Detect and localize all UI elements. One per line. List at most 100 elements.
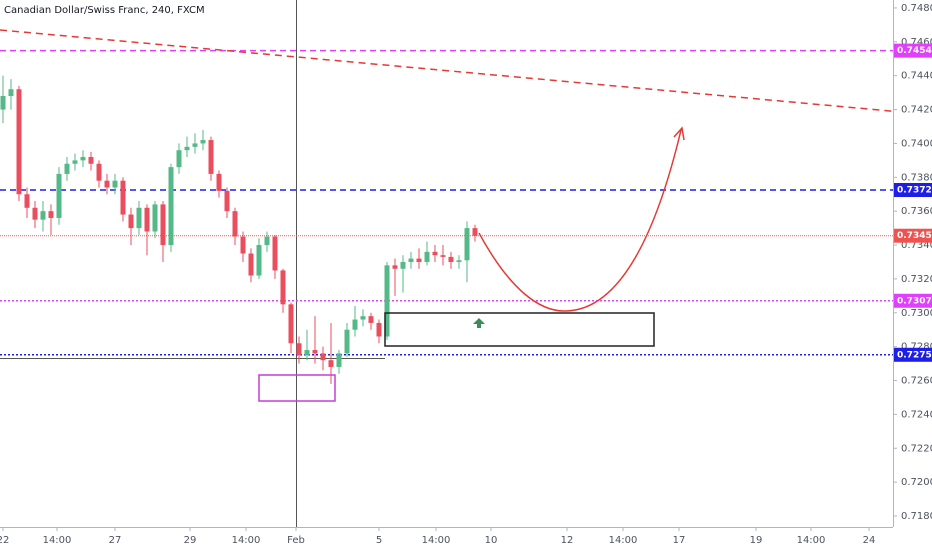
candle-body	[16, 89, 22, 195]
y-tick-label: 0.74800	[901, 3, 932, 14]
level-label: 0.73071	[897, 296, 932, 306]
candle-body	[8, 89, 14, 97]
candle-body	[72, 160, 78, 164]
candle-body	[288, 304, 294, 344]
candle-body	[416, 258, 422, 262]
candle-body	[392, 265, 398, 269]
candle-body	[256, 245, 262, 276]
candle-body	[248, 253, 254, 276]
level-label: 0.74548	[897, 46, 932, 56]
candle-body	[280, 270, 286, 305]
candle-body	[232, 211, 238, 237]
candle-body	[344, 329, 350, 354]
y-tick-label: 0.74000	[901, 138, 932, 149]
candle-body	[296, 343, 302, 356]
x-tick-label: 14:00	[422, 535, 451, 546]
y-tick-label: 0.73000	[901, 308, 932, 319]
y-tick-label: 0.74200	[901, 105, 932, 116]
y-tick-label: 0.72000	[901, 477, 932, 488]
candle-body	[80, 156, 86, 161]
candle-body	[160, 204, 166, 246]
level-label: 0.72752	[897, 350, 932, 360]
level-label-box	[894, 43, 932, 58]
y-tick-label: 0.73200	[901, 274, 932, 285]
candle-body	[240, 236, 246, 254]
candle-body	[128, 214, 134, 229]
y-tick-label: 0.73400	[901, 240, 932, 251]
candle-body	[168, 167, 174, 246]
candle-body	[376, 322, 382, 337]
candle-body	[64, 163, 70, 174]
level-label-box	[894, 228, 932, 243]
y-tick-label: 0.72400	[901, 409, 932, 420]
candle-body	[120, 180, 126, 215]
x-tick-label: 14:00	[797, 535, 826, 546]
candle-body	[384, 265, 390, 337]
x-tick-label: 27	[109, 535, 122, 546]
candle-body	[224, 190, 230, 212]
candle-body	[352, 319, 358, 330]
y-tick-label: 0.73800	[901, 172, 932, 183]
candle-body	[472, 228, 478, 236]
forecast-arrowhead	[673, 126, 685, 141]
candle-body	[312, 350, 318, 354]
candle-body	[176, 150, 182, 168]
x-tick-label: 5	[376, 535, 382, 546]
y-tick-label: 0.71800	[901, 511, 932, 522]
candle-body	[464, 228, 470, 261]
candle-body	[144, 207, 150, 232]
candle-body	[264, 236, 270, 246]
x-tick-label: 22	[0, 535, 9, 546]
y-tick-label: 0.72800	[901, 342, 932, 353]
candle-body	[56, 173, 62, 218]
low-box	[258, 374, 336, 402]
x-tick-label: 14:00	[232, 535, 261, 546]
candle-body	[184, 146, 190, 151]
forecast-curve	[478, 129, 682, 312]
x-tick-label: 12	[561, 535, 574, 546]
x-tick-label: 17	[673, 535, 686, 546]
candle-body	[304, 350, 310, 356]
candle-body	[368, 316, 374, 323]
candle-body	[200, 140, 206, 144]
candle-body	[208, 140, 214, 174]
candle-body	[400, 261, 406, 269]
candle-body	[408, 258, 414, 262]
candle-body	[272, 236, 278, 271]
up-arrow-icon	[473, 318, 485, 328]
candle-body	[88, 156, 94, 164]
level-label: 0.73725	[897, 186, 932, 196]
level-label-box	[894, 347, 932, 362]
candle-body	[424, 251, 430, 262]
candle-body	[432, 251, 438, 256]
candle-body	[456, 260, 462, 262]
x-tick-label: 14:00	[609, 535, 638, 546]
candle-body	[320, 353, 326, 361]
candle-body	[136, 207, 142, 229]
x-tick-label: Feb	[287, 535, 305, 546]
x-tick-label: 29	[184, 535, 197, 546]
candle-body	[448, 256, 454, 262]
x-tick-label: 14:00	[43, 535, 72, 546]
level-label: 0.73455	[897, 231, 932, 241]
candle-body	[328, 360, 334, 367]
y-tick-label: 0.74600	[901, 37, 932, 48]
candle-body	[336, 353, 342, 367]
candle-body	[112, 180, 118, 188]
level-label-box	[894, 293, 932, 308]
x-tick-label: 24	[863, 535, 876, 546]
candle-body	[96, 163, 102, 181]
candle-body	[192, 143, 198, 147]
y-tick-label: 0.72200	[901, 443, 932, 454]
level-label-box	[894, 183, 932, 198]
candle-body	[0, 96, 6, 110]
trend-line	[0, 29, 894, 113]
candle-body	[216, 173, 222, 191]
y-tick-label: 0.72600	[901, 376, 932, 387]
y-tick-label: 0.73600	[901, 206, 932, 217]
candle-body	[360, 316, 366, 320]
x-tick-label: 19	[750, 535, 763, 546]
zone-box	[384, 312, 655, 347]
